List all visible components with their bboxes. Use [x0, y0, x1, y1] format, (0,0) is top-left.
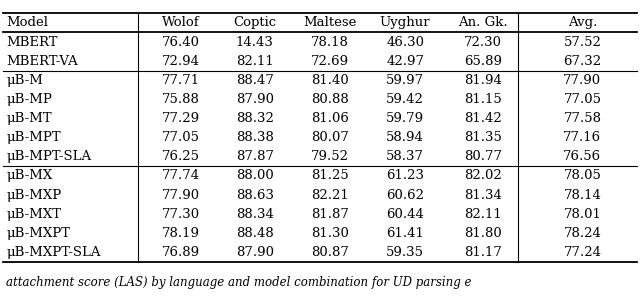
Text: 78.01: 78.01: [563, 208, 602, 221]
Text: 80.07: 80.07: [310, 131, 349, 144]
Text: 88.63: 88.63: [236, 189, 274, 202]
Text: 42.97: 42.97: [386, 55, 424, 67]
Text: 88.38: 88.38: [236, 131, 274, 144]
Text: 81.80: 81.80: [465, 227, 502, 240]
Text: 76.40: 76.40: [162, 36, 200, 49]
Text: 67.32: 67.32: [563, 55, 602, 67]
Text: 61.41: 61.41: [386, 227, 424, 240]
Text: 81.17: 81.17: [464, 246, 502, 259]
Text: MBERT-VA: MBERT-VA: [6, 55, 78, 67]
Text: 88.32: 88.32: [236, 112, 274, 125]
Text: 87.87: 87.87: [236, 150, 274, 163]
Text: 87.90: 87.90: [236, 246, 274, 259]
Text: 77.90: 77.90: [563, 74, 602, 87]
Text: attachment score (LAS) by language and model combination for UD parsing e: attachment score (LAS) by language and m…: [6, 276, 472, 289]
Text: 76.25: 76.25: [162, 150, 200, 163]
Text: 14.43: 14.43: [236, 36, 274, 49]
Text: 72.30: 72.30: [464, 36, 502, 49]
Text: 78.24: 78.24: [563, 227, 602, 240]
Text: 57.52: 57.52: [563, 36, 602, 49]
Text: 79.52: 79.52: [310, 150, 349, 163]
Text: 78.18: 78.18: [310, 36, 349, 49]
Text: 81.87: 81.87: [310, 208, 349, 221]
Text: μB-MP: μB-MP: [6, 93, 52, 106]
Text: 88.00: 88.00: [236, 169, 273, 182]
Text: 80.88: 80.88: [311, 93, 348, 106]
Text: μB-MXP: μB-MXP: [6, 189, 61, 202]
Text: 61.23: 61.23: [386, 169, 424, 182]
Text: 60.62: 60.62: [386, 189, 424, 202]
Text: μB-MPT-SLA: μB-MPT-SLA: [6, 150, 92, 163]
Text: 76.89: 76.89: [162, 246, 200, 259]
Text: 81.34: 81.34: [464, 189, 502, 202]
Text: 78.19: 78.19: [162, 227, 200, 240]
Text: 72.94: 72.94: [162, 55, 200, 67]
Text: 81.42: 81.42: [465, 112, 502, 125]
Text: 60.44: 60.44: [386, 208, 424, 221]
Text: 59.42: 59.42: [386, 93, 424, 106]
Text: 88.48: 88.48: [236, 227, 273, 240]
Text: 81.35: 81.35: [464, 131, 502, 144]
Text: μB-MT: μB-MT: [6, 112, 52, 125]
Text: 77.30: 77.30: [162, 208, 200, 221]
Text: 77.05: 77.05: [563, 93, 602, 106]
Text: μB-MXT: μB-MXT: [6, 208, 61, 221]
Text: 81.40: 81.40: [311, 74, 348, 87]
Text: μB-MPT: μB-MPT: [6, 131, 61, 144]
Text: 77.58: 77.58: [563, 112, 602, 125]
Text: 77.74: 77.74: [162, 169, 200, 182]
Text: μB-MXPT: μB-MXPT: [6, 227, 70, 240]
Text: Maltese: Maltese: [303, 16, 356, 29]
Text: 77.05: 77.05: [162, 131, 200, 144]
Text: 82.11: 82.11: [236, 55, 273, 67]
Text: μB-MX: μB-MX: [6, 169, 52, 182]
Text: 82.21: 82.21: [311, 189, 348, 202]
Text: 77.90: 77.90: [162, 189, 200, 202]
Text: 81.15: 81.15: [465, 93, 502, 106]
Text: 80.77: 80.77: [464, 150, 502, 163]
Text: μB-M: μB-M: [6, 74, 44, 87]
Text: Uyghur: Uyghur: [380, 16, 431, 29]
Text: Coptic: Coptic: [233, 16, 276, 29]
Text: 80.87: 80.87: [310, 246, 349, 259]
Text: 59.35: 59.35: [386, 246, 424, 259]
Text: 81.06: 81.06: [310, 112, 349, 125]
Text: 87.90: 87.90: [236, 93, 274, 106]
Text: 77.16: 77.16: [563, 131, 602, 144]
Text: 78.14: 78.14: [563, 189, 602, 202]
Text: 88.47: 88.47: [236, 74, 274, 87]
Text: 88.34: 88.34: [236, 208, 274, 221]
Text: 78.05: 78.05: [563, 169, 602, 182]
Text: Wolof: Wolof: [163, 16, 200, 29]
Text: 46.30: 46.30: [386, 36, 424, 49]
Text: 75.88: 75.88: [162, 93, 200, 106]
Text: 77.24: 77.24: [563, 246, 602, 259]
Text: MBERT: MBERT: [6, 36, 58, 49]
Text: 77.29: 77.29: [162, 112, 200, 125]
Text: Model: Model: [6, 16, 49, 29]
Text: 59.97: 59.97: [386, 74, 424, 87]
Text: 72.69: 72.69: [310, 55, 349, 67]
Text: An. Gk.: An. Gk.: [458, 16, 508, 29]
Text: 58.94: 58.94: [386, 131, 424, 144]
Text: μB-MXPT-SLA: μB-MXPT-SLA: [6, 246, 101, 259]
Text: 58.37: 58.37: [386, 150, 424, 163]
Text: 82.02: 82.02: [465, 169, 502, 182]
Text: 82.11: 82.11: [465, 208, 502, 221]
Text: 59.79: 59.79: [386, 112, 424, 125]
Text: 81.94: 81.94: [464, 74, 502, 87]
Text: 65.89: 65.89: [464, 55, 502, 67]
Text: 81.30: 81.30: [310, 227, 349, 240]
Text: 76.56: 76.56: [563, 150, 602, 163]
Text: 77.71: 77.71: [162, 74, 200, 87]
Text: Avg.: Avg.: [568, 16, 597, 29]
Text: 81.25: 81.25: [311, 169, 348, 182]
